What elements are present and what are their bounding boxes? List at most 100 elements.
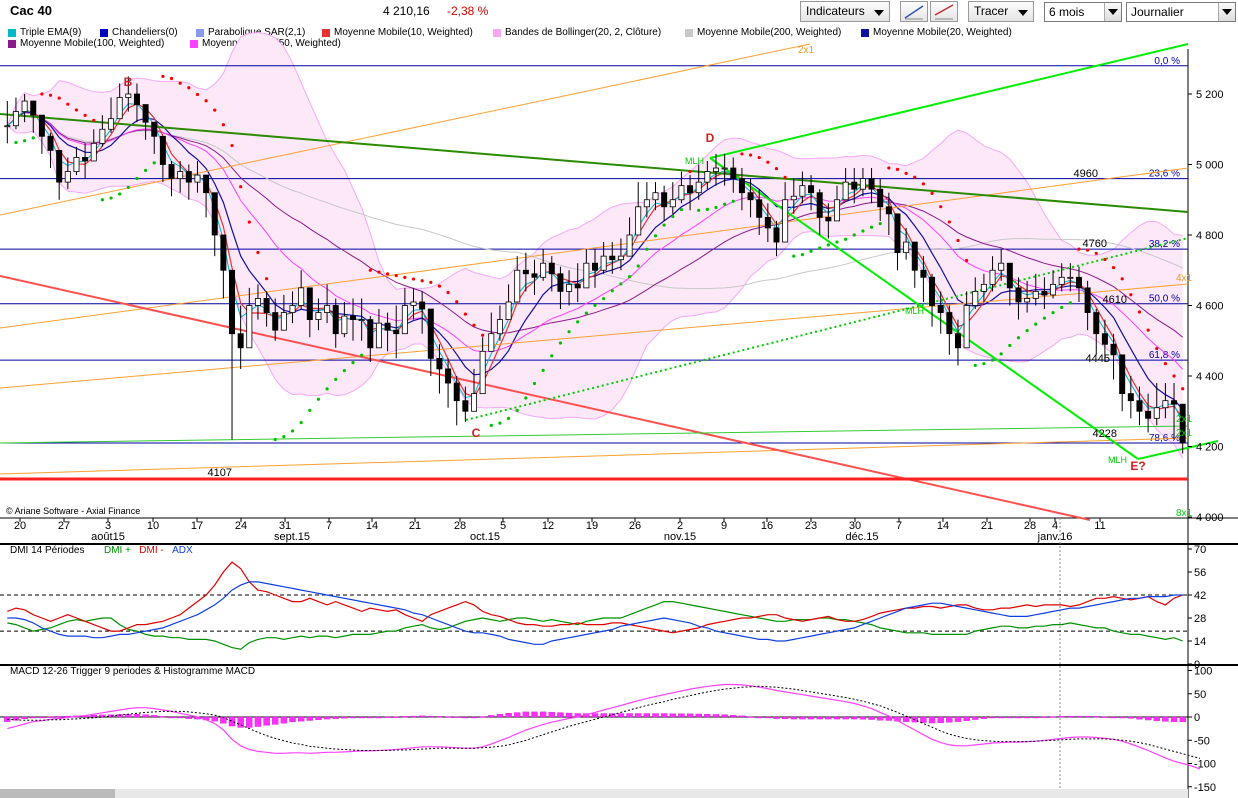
sar-dot — [282, 435, 286, 439]
sar-dot — [627, 275, 632, 279]
draw-label: Tracer — [974, 4, 1009, 18]
macd-y-tick-label: -150 — [1194, 782, 1216, 794]
candle-body — [341, 315, 348, 335]
macd-histogram-bar — [868, 716, 875, 720]
channel-icon — [934, 4, 954, 20]
period-select[interactable]: 6 mois — [1044, 2, 1122, 22]
sar-dot — [895, 167, 900, 171]
trendline-icon — [904, 5, 924, 20]
sar-dot — [869, 225, 874, 229]
sar-dot — [66, 102, 70, 106]
macd-line — [7, 683, 1201, 770]
candle-body — [773, 227, 780, 243]
macd-histogram-bar — [643, 713, 651, 718]
macd-histogram-bar — [107, 714, 115, 718]
sar-dot — [800, 252, 805, 257]
macd-histogram-bar — [479, 716, 486, 718]
macd-histogram-bar — [565, 712, 573, 718]
macd-histogram-bar — [1119, 716, 1126, 719]
x-day-label: 21 — [409, 520, 421, 532]
macd-histogram-bar — [168, 716, 175, 719]
wave-label: E? — [1130, 459, 1145, 473]
interval-select[interactable]: Journalier — [1126, 2, 1236, 22]
macd-histogram-bar — [38, 716, 46, 719]
sar-dot — [57, 96, 61, 100]
candle-body — [1101, 333, 1108, 345]
sar-dot — [92, 118, 96, 122]
chevron-down-icon — [1018, 10, 1028, 16]
candle-body — [211, 192, 218, 236]
sar-dot — [748, 153, 753, 157]
candle-body — [626, 234, 633, 257]
sar-dot — [887, 166, 891, 170]
macd-histogram-bar — [418, 715, 426, 718]
macd-histogram-bar — [1041, 716, 1048, 718]
macd-histogram-bar — [963, 716, 970, 721]
candle-body — [851, 181, 858, 190]
draw-channel-tool-button[interactable] — [930, 1, 958, 22]
macd-histogram-bar — [1162, 716, 1169, 722]
macd-histogram-bar — [427, 715, 434, 718]
macd-histogram-bar — [660, 713, 668, 718]
sar-dot — [377, 270, 381, 274]
sar-dot — [679, 208, 684, 212]
sar-dot — [1025, 329, 1029, 333]
macd-histogram-bar — [263, 716, 270, 726]
macd-histogram-bar — [1075, 715, 1083, 718]
dmi-y-tick-label: 70 — [1194, 544, 1206, 556]
sar-dot — [178, 81, 182, 85]
candle-body — [1110, 343, 1117, 356]
candle-body — [756, 199, 763, 218]
dmi-series-line — [7, 581, 1183, 645]
candle-body — [661, 192, 668, 208]
macd-histogram-bar — [799, 716, 806, 720]
legend-label: Triple EMA(9) — [20, 27, 82, 38]
candle-body — [73, 157, 80, 172]
x-day-label: 4 — [1052, 520, 1058, 532]
toolbar: Cac 40 4 210,16 -2,38 % Indicateurs Trac… — [0, 0, 1238, 24]
legend-item: Moyenne Mobile(200, Weighted) — [685, 27, 841, 39]
macd-histogram-bar — [807, 716, 815, 720]
gann-fan-line — [0, 437, 1189, 475]
sar-dot — [826, 243, 830, 247]
y-tick-label: 4 200 — [1196, 442, 1224, 454]
sar-dot — [1068, 301, 1072, 305]
sar-dot — [403, 275, 407, 279]
candle-body — [384, 322, 391, 331]
sar-dot — [757, 155, 761, 160]
gann-fan-line — [0, 283, 1189, 389]
candle-body — [12, 111, 19, 127]
draw-menu-button[interactable]: Tracer — [968, 1, 1034, 22]
sar-dot — [861, 229, 865, 233]
macd-histogram-bar — [773, 716, 780, 719]
draw-line-tool-button[interactable] — [900, 1, 928, 22]
macd-histogram-bar — [496, 714, 504, 718]
macd-histogram-bar — [980, 716, 988, 719]
macd-histogram-bar — [1006, 716, 1014, 719]
legend-swatch — [196, 29, 204, 37]
dmi-y-tick-label: 56 — [1194, 567, 1206, 579]
sar-dot — [264, 277, 269, 281]
sar-dot — [697, 208, 701, 212]
candle-body — [859, 178, 866, 190]
candle-body — [652, 192, 659, 201]
y-tick-label: 5 200 — [1196, 89, 1224, 101]
sar-dot — [506, 416, 511, 420]
y-tick-label: 4 600 — [1196, 301, 1224, 313]
sar-dot — [429, 280, 433, 284]
candle-body — [609, 255, 616, 261]
candle-body — [289, 305, 296, 313]
candle-body — [557, 273, 564, 292]
indicators-button[interactable]: Indicateurs — [800, 1, 890, 22]
sar-dot — [481, 333, 485, 337]
macd-histogram-bar — [1110, 716, 1117, 719]
sar-dot — [143, 168, 148, 172]
candle-body — [877, 188, 884, 208]
candle-body — [1024, 298, 1031, 303]
x-month-label: août15 — [91, 531, 125, 543]
macd-histogram-bar — [30, 716, 37, 719]
sar-dot — [489, 423, 493, 427]
candle-body — [1171, 400, 1178, 405]
macd-histogram-bar — [972, 716, 979, 720]
